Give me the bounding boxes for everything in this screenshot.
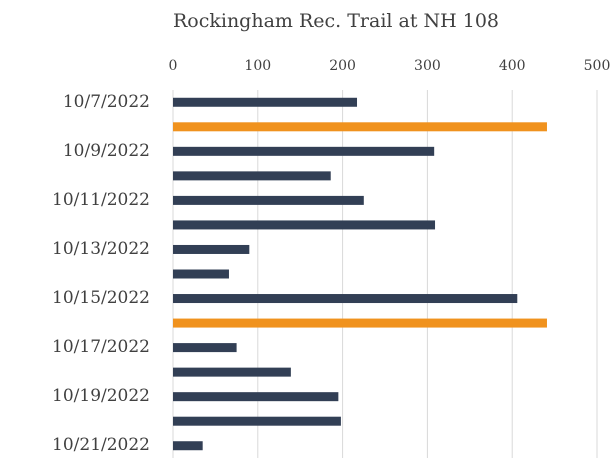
y-tick-label: 10/21/2022: [52, 435, 150, 455]
x-tick-label: 400: [499, 58, 526, 74]
chart-title: Rockingham Rec. Trail at NH 108: [173, 10, 499, 32]
bar: [173, 441, 203, 451]
bar: [173, 122, 547, 132]
x-tick-label: 200: [329, 58, 356, 74]
y-tick-label: 10/9/2022: [63, 141, 150, 161]
x-tick-label: 500: [584, 58, 611, 74]
y-tick-label: 10/13/2022: [52, 239, 150, 259]
bar: [173, 392, 339, 402]
bar: [173, 269, 229, 279]
bar: [173, 97, 358, 107]
bar: [173, 220, 436, 230]
x-tick-label: 0: [169, 58, 178, 74]
bar: [173, 146, 435, 156]
bar: [173, 416, 341, 426]
bar: [173, 195, 364, 205]
y-tick-label: 10/11/2022: [52, 190, 150, 210]
y-tick-label: 10/15/2022: [52, 288, 150, 308]
bar: [173, 367, 291, 377]
bar: [173, 171, 331, 181]
x-tick-label: 100: [244, 58, 271, 74]
bar: [173, 244, 250, 254]
y-tick-label: 10/17/2022: [52, 337, 150, 357]
x-tick-label: 300: [414, 58, 441, 74]
bar: [173, 294, 518, 304]
y-tick-label: 10/19/2022: [52, 386, 150, 406]
bar: [173, 343, 237, 353]
bar: [173, 318, 547, 328]
y-tick-label: 10/7/2022: [63, 92, 150, 112]
